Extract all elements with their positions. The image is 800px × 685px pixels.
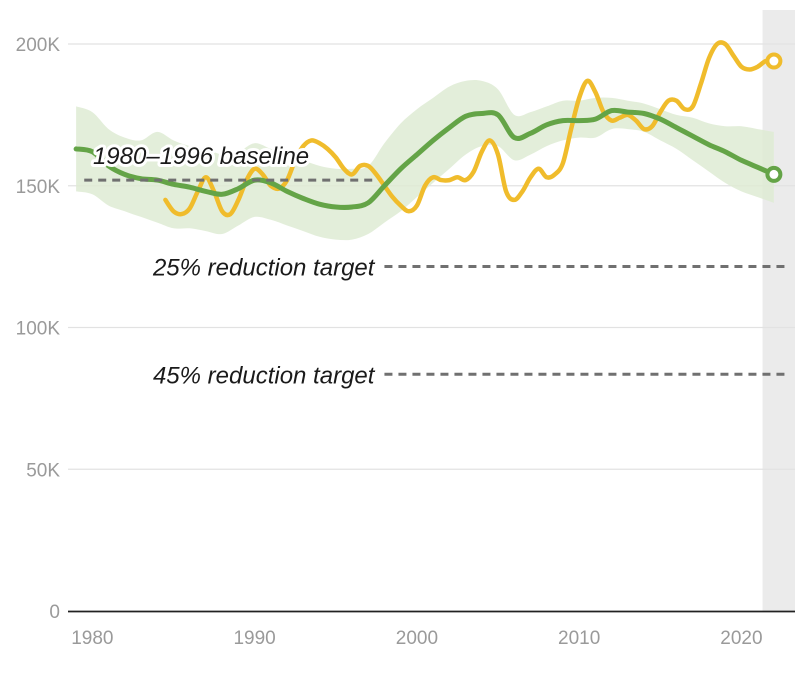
annual-end-marker: [765, 52, 783, 70]
x-tick-label: 1980: [71, 628, 113, 649]
y-tick-label: 150K: [16, 177, 61, 198]
target25-annotation: 25% reduction target: [152, 255, 376, 282]
y-tick-label: 50K: [26, 460, 60, 481]
baseline-annotation-halo: 1980–1996 baseline: [93, 143, 309, 170]
x-tick-label: 1990: [233, 628, 275, 649]
highlight-band: [762, 10, 795, 611]
trend-series-line: [73, 107, 777, 210]
target45-annotation: 45% reduction target: [153, 362, 376, 389]
x-tick-label: 2020: [720, 628, 762, 649]
x-axis-labels: 1980 1990 2000 2010 2020: [71, 628, 762, 649]
y-tick-label: 200K: [16, 35, 61, 56]
baseline-annotation: 1980–1996 baseline: [93, 143, 309, 170]
y-axis-labels: 0 50K 100K 150K 200K: [16, 35, 61, 623]
x-tick-label: 2010: [558, 628, 600, 649]
reference-lines: [84, 178, 791, 376]
x-tick-label: 2000: [396, 628, 438, 649]
y-tick-label: 0: [49, 602, 60, 623]
end-markers: [765, 52, 783, 183]
y-tick-label: 100K: [16, 319, 61, 340]
trend-end-marker: [765, 165, 783, 183]
